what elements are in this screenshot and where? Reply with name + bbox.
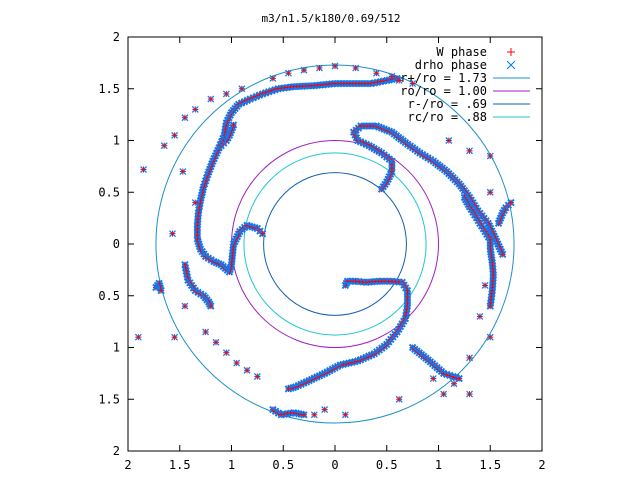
data-point bbox=[222, 90, 230, 98]
x-tick-label: 2 bbox=[124, 458, 131, 472]
data-point bbox=[395, 395, 403, 403]
data-point bbox=[466, 354, 474, 362]
data-point bbox=[321, 406, 329, 414]
y-tick-label: 2 bbox=[113, 30, 120, 44]
x-tick-label: 2 bbox=[538, 458, 545, 472]
data-points bbox=[134, 62, 515, 419]
axis-ticks bbox=[127, 36, 543, 452]
x-tick-label: 1 bbox=[228, 458, 235, 472]
data-point bbox=[455, 374, 463, 383]
data-point bbox=[212, 338, 220, 346]
data-point bbox=[507, 198, 515, 207]
data-point bbox=[395, 77, 403, 84]
data-point bbox=[310, 411, 318, 419]
y-tick-label: 0 bbox=[113, 237, 120, 251]
data-point bbox=[481, 281, 489, 289]
y-tick-label: 1.5 bbox=[98, 392, 120, 406]
x-axis-tick-labels: 2 1.5 1 0.5 0 0.5 1 1.5 2 bbox=[124, 458, 545, 472]
data-point bbox=[169, 230, 176, 238]
legend-label-circle: r-/ro = .69 bbox=[408, 97, 487, 111]
data-point bbox=[207, 302, 215, 310]
data-point bbox=[341, 411, 349, 419]
data-point bbox=[181, 302, 189, 310]
circle-r-0-69 bbox=[263, 172, 407, 316]
legend-marker-drho-phase bbox=[506, 60, 516, 70]
data-point bbox=[445, 137, 453, 144]
data-point bbox=[372, 69, 380, 77]
x-tick-label: 1.5 bbox=[169, 458, 191, 472]
data-point bbox=[160, 142, 168, 150]
data-point bbox=[157, 286, 165, 295]
data-point bbox=[409, 80, 417, 88]
data-point bbox=[284, 385, 293, 393]
data-point bbox=[300, 411, 308, 419]
chart-title: m3/n1.5/k180/0.69/512 bbox=[261, 12, 400, 25]
legend-label-w-phase: W phase bbox=[436, 45, 487, 59]
data-point bbox=[258, 229, 267, 238]
data-point bbox=[191, 105, 199, 113]
data-point bbox=[498, 250, 507, 259]
data-point bbox=[331, 62, 339, 70]
data-point bbox=[229, 121, 238, 129]
x-tick-label: 1.5 bbox=[479, 458, 501, 472]
legend-label-circle: rc/ro = .88 bbox=[408, 110, 487, 124]
data-point bbox=[233, 359, 241, 367]
legend-marker-w-phase bbox=[507, 48, 515, 56]
data-point bbox=[222, 349, 230, 357]
x-tick-label: 0.5 bbox=[272, 458, 294, 472]
data-point bbox=[253, 373, 261, 380]
data-point bbox=[284, 69, 292, 77]
data-point bbox=[181, 114, 189, 122]
data-point bbox=[238, 85, 246, 93]
legend-label-circle: r+/ro = 1.73 bbox=[400, 71, 487, 85]
x-tick-label: 0.5 bbox=[376, 458, 398, 472]
y-tick-label: 1 bbox=[113, 134, 120, 148]
data-point bbox=[440, 390, 448, 398]
data-point bbox=[450, 380, 458, 388]
y-axis-tick-labels: 2 1.5 1 0.5 0 0.5 1 1.5 2 bbox=[98, 30, 120, 458]
legend-label-circle: ro/ro = 1.00 bbox=[400, 84, 487, 98]
data-point bbox=[179, 168, 187, 176]
data-point bbox=[388, 72, 396, 80]
circle-r-0-88 bbox=[243, 152, 427, 336]
legend-label-drho-phase: drho phase bbox=[415, 58, 487, 72]
data-point bbox=[140, 166, 147, 173]
y-tick-label: 0.5 bbox=[98, 289, 120, 303]
data-point bbox=[243, 366, 251, 374]
y-tick-label: 1.5 bbox=[98, 82, 120, 96]
y-tick-label: 2 bbox=[113, 444, 120, 458]
data-point bbox=[268, 87, 276, 95]
data-point bbox=[202, 328, 210, 336]
x-tick-label: 1 bbox=[435, 458, 442, 472]
data-point bbox=[191, 199, 199, 207]
y-tick-label: 0.5 bbox=[98, 185, 120, 199]
data-point bbox=[466, 390, 474, 398]
data-point bbox=[352, 64, 360, 72]
data-point bbox=[486, 333, 494, 341]
data-point bbox=[486, 302, 494, 310]
data-point bbox=[134, 333, 142, 341]
data-point bbox=[316, 64, 323, 72]
y-tick-label: 1 bbox=[113, 341, 120, 355]
x-tick-label: 0 bbox=[331, 458, 338, 472]
data-point bbox=[269, 74, 277, 82]
data-point bbox=[466, 147, 474, 155]
data-point bbox=[476, 312, 484, 320]
data-point bbox=[486, 152, 494, 160]
data-point bbox=[207, 95, 215, 103]
data-point bbox=[429, 375, 437, 383]
data-point bbox=[486, 188, 494, 196]
data-point bbox=[171, 333, 179, 341]
data-point bbox=[171, 131, 179, 139]
data-point bbox=[300, 66, 308, 74]
